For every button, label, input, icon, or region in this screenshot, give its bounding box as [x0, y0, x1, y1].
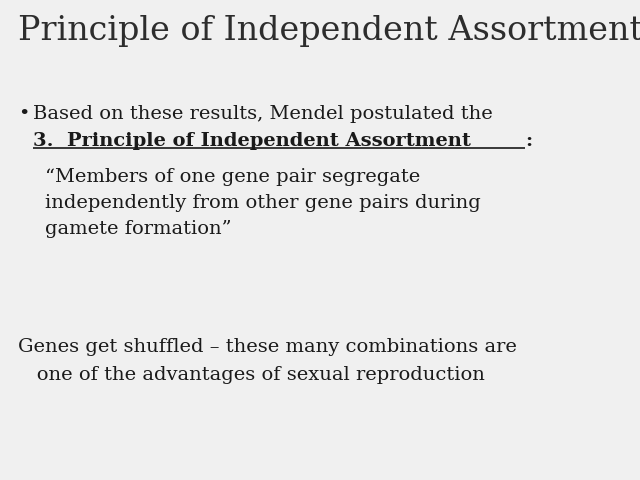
Text: gamete formation”: gamete formation”	[45, 220, 232, 238]
Text: 3.  Principle of Independent Assortment: 3. Principle of Independent Assortment	[33, 132, 471, 150]
Text: Genes get shuffled – these many combinations are: Genes get shuffled – these many combinat…	[18, 338, 517, 356]
Text: “Members of one gene pair segregate: “Members of one gene pair segregate	[45, 168, 420, 186]
Text: one of the advantages of sexual reproduction: one of the advantages of sexual reproduc…	[18, 366, 485, 384]
Text: Based on these results, Mendel postulated the: Based on these results, Mendel postulate…	[33, 105, 493, 123]
Text: :: :	[525, 132, 532, 150]
Text: independently from other gene pairs during: independently from other gene pairs duri…	[45, 194, 481, 212]
Text: Principle of Independent Assortment: Principle of Independent Assortment	[18, 15, 640, 47]
Text: •: •	[18, 105, 29, 123]
